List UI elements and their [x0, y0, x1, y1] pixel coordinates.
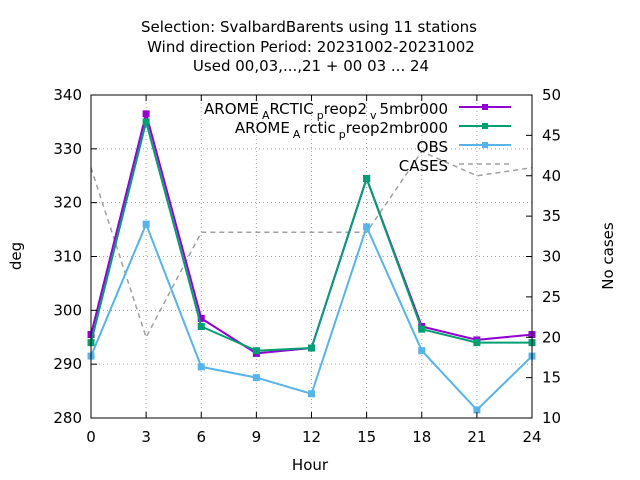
title-line-3: Used 00,03,...,21 + 00 03 ... 24	[193, 57, 429, 75]
cases-layer	[90, 150, 533, 339]
title-line-1: Selection: SvalbardBarents using 11 stat…	[141, 18, 477, 36]
y-tick-label: 280	[53, 409, 82, 427]
series-line-cases	[90, 150, 533, 339]
data-point	[308, 344, 315, 352]
x-tick-label: 24	[522, 428, 541, 446]
y2-tick-label: 35	[542, 207, 561, 225]
data-point	[142, 110, 150, 118]
y2-tick-label: 10	[542, 409, 561, 427]
data-point	[363, 223, 371, 231]
y-axis-label: deg	[7, 242, 25, 270]
x-tick-label: 3	[141, 428, 151, 446]
x-tick-label: 21	[467, 428, 486, 446]
tick-marks	[90, 94, 533, 419]
data-point	[142, 220, 150, 228]
legend-sample-marker	[482, 123, 488, 129]
y2-tick-labels: 10 15 20 25 30 35 40 45 50	[542, 86, 561, 427]
x-tick-label: 18	[412, 428, 431, 446]
data-point	[473, 406, 481, 414]
y-tick-labels: 280 290 300 310 320 330 340	[53, 86, 82, 427]
data-point	[252, 347, 260, 355]
data-point	[197, 322, 205, 330]
data-point	[363, 174, 371, 182]
data-point	[252, 374, 260, 382]
y-tick-label: 340	[53, 86, 82, 104]
y2-tick-label: 20	[542, 328, 561, 346]
data-point	[197, 314, 205, 322]
y-tick-label: 320	[53, 194, 82, 212]
x-tick-label: 0	[86, 428, 96, 446]
grid	[91, 95, 532, 418]
y-tick-label: 330	[53, 140, 82, 158]
data-point	[418, 347, 426, 355]
y-tick-label: 290	[53, 355, 82, 373]
data-point	[473, 339, 481, 347]
x-axis-label: Hour	[292, 456, 329, 474]
y-tick-label: 310	[53, 248, 82, 266]
legend-label-cases: CASES	[399, 157, 448, 175]
y2-tick-label: 30	[542, 248, 561, 266]
y2-tick-label: 45	[542, 126, 561, 144]
x-tick-label: 9	[252, 428, 262, 446]
y2-axis-label: No cases	[599, 222, 617, 290]
title-line-2: Wind direction Period: 20231002-20231002	[147, 38, 475, 56]
legend-label-series-1: AROME ARCTIC preop2 v 5mbr000	[204, 100, 448, 122]
legend-sample-marker	[482, 142, 488, 148]
x-tick-label: 6	[196, 428, 206, 446]
y2-tick-label: 15	[542, 369, 561, 387]
data-point	[197, 363, 205, 371]
data-point	[418, 325, 426, 333]
legend-label-obs: OBS	[417, 138, 448, 156]
chart-title: Selection: SvalbardBarents using 11 stat…	[141, 18, 477, 75]
legend-sample-marker	[482, 104, 488, 110]
y2-tick-label: 50	[542, 86, 561, 104]
y-tick-label: 300	[53, 301, 82, 319]
x-tick-label: 12	[302, 428, 321, 446]
data-point	[308, 390, 315, 398]
x-tick-labels: 0 3 6 9 12 15 18 21 24	[86, 428, 541, 446]
x-tick-label: 15	[357, 428, 376, 446]
y2-tick-label: 40	[542, 167, 561, 185]
data-point	[142, 118, 150, 126]
y2-tick-label: 25	[542, 288, 561, 306]
